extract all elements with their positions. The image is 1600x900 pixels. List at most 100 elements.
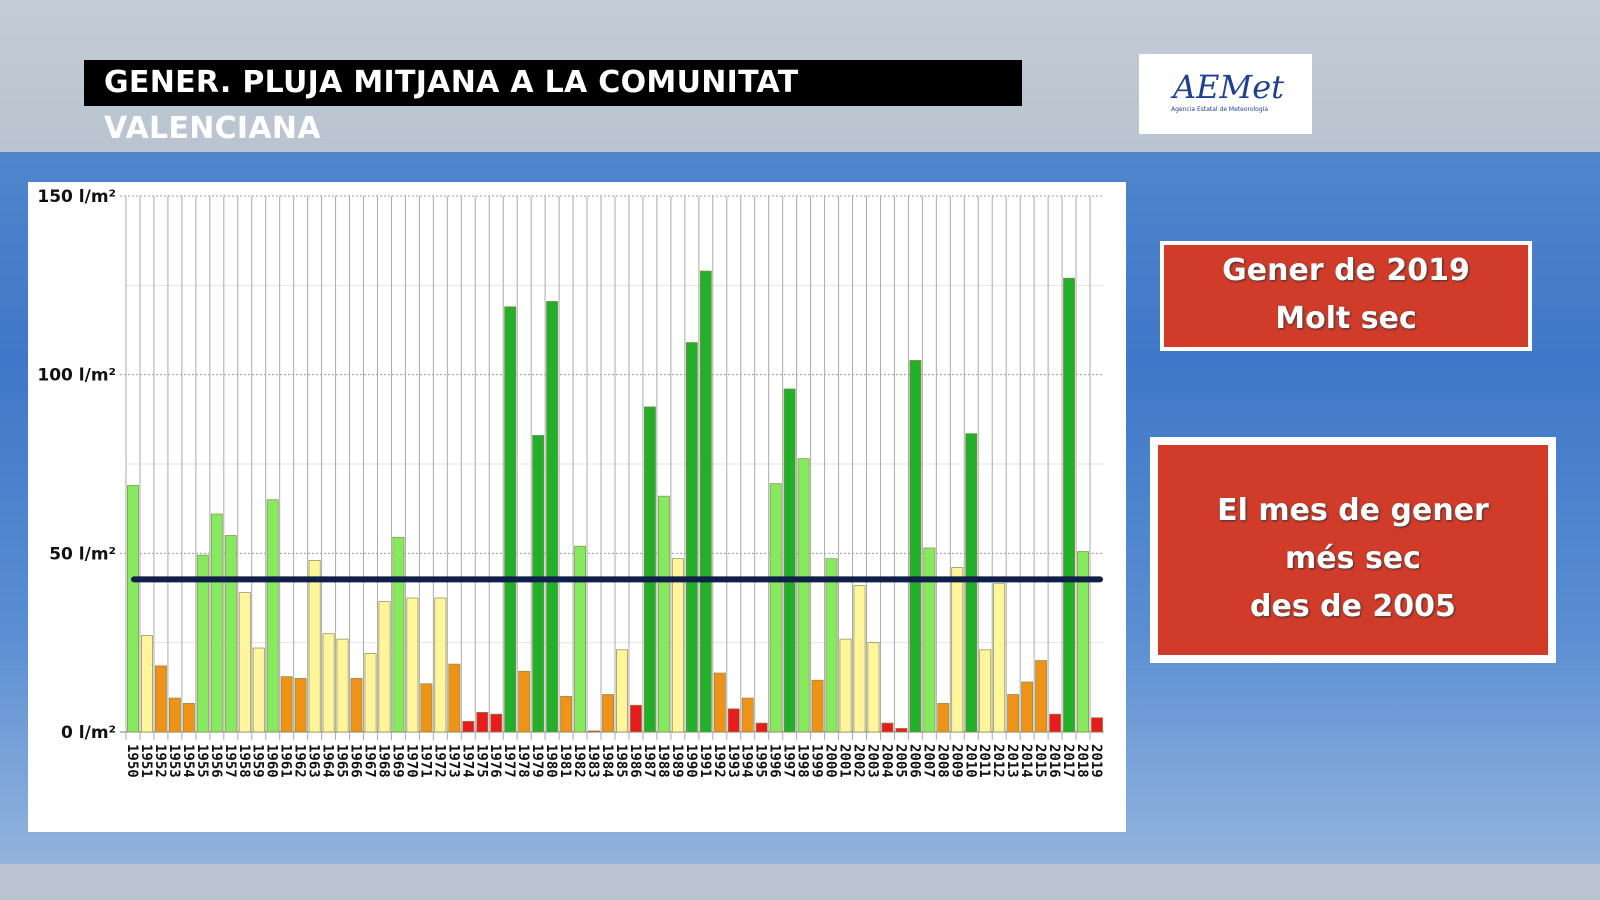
bar-1966 <box>350 678 363 733</box>
bar-2002 <box>853 585 866 733</box>
x-tick-label: 2008 <box>934 744 950 778</box>
x-tick-label: 1974 <box>459 744 475 778</box>
bar-1960 <box>266 499 279 733</box>
info-box-record: El mes de gener més sec des de 2005 <box>1150 437 1556 663</box>
x-tick-label: 2016 <box>1046 744 1062 778</box>
bar-2003 <box>867 642 880 733</box>
footer-band <box>0 864 1600 900</box>
x-tick-label: 2007 <box>920 744 936 778</box>
bar-1996 <box>769 483 782 733</box>
bar-2010 <box>965 433 978 733</box>
bar-1991 <box>699 270 712 733</box>
x-tick-label: 1966 <box>348 744 364 778</box>
bar-1953 <box>168 697 181 733</box>
x-tick-label: 1969 <box>389 744 405 778</box>
bar-2013 <box>1007 694 1020 733</box>
x-tick-label: 1996 <box>767 744 783 778</box>
x-tick-label: 1955 <box>194 744 210 778</box>
bar-1967 <box>364 653 377 733</box>
bar-1977 <box>504 306 517 733</box>
bar-1993 <box>727 708 740 733</box>
bar-1970 <box>406 597 419 733</box>
x-tick-label: 2003 <box>864 744 880 778</box>
bar-1989 <box>671 558 684 733</box>
bar-1975 <box>476 711 489 733</box>
bar-1957 <box>224 535 237 733</box>
x-tick-label: 1981 <box>557 744 573 778</box>
x-tick-label: 1991 <box>697 744 713 778</box>
x-tick-label: 1980 <box>543 744 559 778</box>
x-tick-label: 1984 <box>599 744 615 778</box>
bar-1962 <box>294 678 307 733</box>
bar-1980 <box>546 301 559 733</box>
bar-1976 <box>490 713 503 733</box>
x-tick-label: 1976 <box>487 744 503 778</box>
bar-1979 <box>532 435 545 733</box>
x-tick-label: 1979 <box>529 744 545 778</box>
bar-1998 <box>797 458 810 733</box>
x-tick-label: 1967 <box>362 744 378 778</box>
x-tick-label: 2012 <box>990 744 1006 778</box>
x-tick-label: 1950 <box>124 744 140 778</box>
bar-2008 <box>937 703 950 733</box>
x-tick-label: 2018 <box>1074 744 1090 778</box>
y-tick-label: 50 l/m² <box>49 544 116 564</box>
x-tick-label: 1956 <box>208 744 224 778</box>
x-tick-label: 1992 <box>711 744 727 778</box>
x-tick-label: 1973 <box>445 744 461 778</box>
bar-1990 <box>685 342 698 733</box>
info-box-month-line2: Molt sec <box>1275 301 1417 336</box>
x-tick-label: 1986 <box>627 744 643 778</box>
page-title: GENER. PLUJA MITJANA A LA COMUNITAT VALE… <box>84 60 1022 146</box>
bar-1984 <box>602 694 614 733</box>
x-tick-label: 1978 <box>515 744 531 778</box>
x-tick-label: 1963 <box>306 744 322 778</box>
bar-2004 <box>881 722 894 733</box>
bar-1959 <box>252 647 265 733</box>
aemet-logo: AEMet Agencia Estatal de Meteorología <box>1139 54 1312 134</box>
bar-2007 <box>923 547 936 733</box>
x-tick-label: 1958 <box>236 744 252 778</box>
bar-1961 <box>280 676 293 733</box>
bar-1963 <box>308 560 321 733</box>
bar-1955 <box>196 554 209 733</box>
bar-1986 <box>630 704 642 733</box>
bar-1981 <box>560 695 573 733</box>
x-tick-label: 2017 <box>1060 744 1076 778</box>
x-tick-label: 1977 <box>501 744 517 778</box>
bar-1974 <box>462 720 475 733</box>
bar-1965 <box>336 638 349 733</box>
logo-wordmark: AEMet <box>1173 68 1285 106</box>
x-tick-label: 1975 <box>473 744 489 778</box>
bar-1969 <box>392 536 405 733</box>
bar-2000 <box>825 558 838 733</box>
x-tick-label: 1990 <box>683 744 699 778</box>
bar-2014 <box>1021 681 1034 733</box>
info-box-record-line2: més sec <box>1285 541 1421 576</box>
info-box-month-line1: Gener de 2019 <box>1222 253 1470 288</box>
bar-1999 <box>811 679 824 733</box>
bar-1988 <box>657 495 670 733</box>
bar-1968 <box>378 601 391 733</box>
x-tick-label: 1957 <box>222 744 238 778</box>
bar-1972 <box>434 597 447 733</box>
x-tick-label: 1995 <box>753 744 769 778</box>
info-box-record-line3: des de 2005 <box>1250 589 1456 624</box>
x-tick-label: 1952 <box>152 744 168 778</box>
bar-2011 <box>979 649 992 733</box>
bar-1950 <box>127 485 139 733</box>
chart-panel: 0 l/m² 50 l/m² 100 l/m² 150 l/m² 1950 1951 195… <box>28 182 1126 832</box>
bar-1985 <box>616 649 628 733</box>
x-tick-label: 2014 <box>1018 744 1034 778</box>
bar-2005 <box>895 728 908 733</box>
x-tick-label: 1993 <box>725 744 741 778</box>
x-tick-label: 1971 <box>417 744 433 778</box>
x-tick-label: 1965 <box>334 744 350 778</box>
bar-1982 <box>574 545 587 733</box>
bar-2006 <box>909 360 922 733</box>
x-tick-label: 2000 <box>823 744 839 778</box>
x-tick-label: 1964 <box>320 744 336 778</box>
x-tick-label: 1961 <box>278 744 294 778</box>
bar-2015 <box>1035 660 1048 733</box>
